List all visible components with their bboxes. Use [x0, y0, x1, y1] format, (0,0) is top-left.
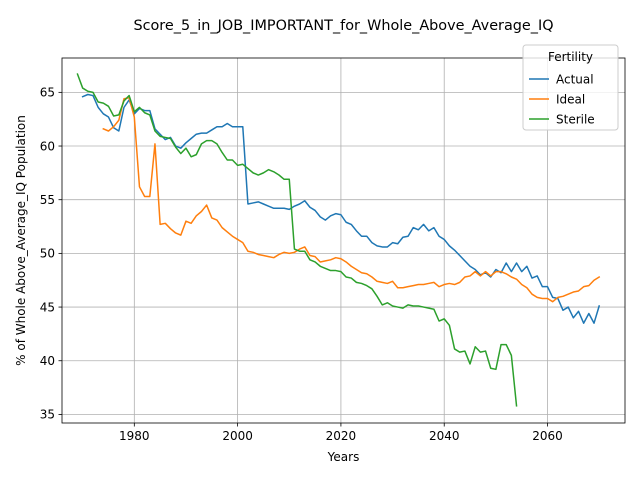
x-tick-label: 2060	[532, 429, 563, 443]
y-tick-label: 65	[40, 86, 55, 100]
y-tick-label: 35	[40, 408, 55, 422]
plot-frame	[61, 57, 626, 424]
series-line-ideal	[102, 96, 601, 303]
legend-title: Fertility	[548, 50, 593, 64]
series-line-sterile	[76, 73, 518, 407]
y-tick-label: 55	[40, 193, 55, 207]
y-tick-label: 60	[40, 139, 55, 153]
y-tick-label: 50	[40, 247, 55, 261]
y-tick-label: 40	[40, 354, 55, 368]
chart-title: Score_5_in_JOB_IMPORTANT_for_Whole_Above…	[133, 18, 553, 34]
series-lines	[76, 73, 601, 407]
legend-label-sterile: Sterile	[556, 112, 595, 126]
x-axis-ticks: 1980 2000 2020 2040 2060	[119, 423, 563, 443]
x-tick-label: 2020	[326, 429, 357, 443]
legend-items: Actual Ideal Sterile	[529, 72, 595, 126]
x-axis-title: Years	[327, 450, 360, 464]
x-tick-label: 2000	[222, 429, 253, 443]
legend-label-ideal: Ideal	[556, 92, 585, 106]
y-axis-title: % of Whole Above_Average_IQ Population	[14, 115, 28, 366]
legend-frame	[522, 44, 619, 131]
y-tick-label: 45	[40, 300, 55, 314]
legend: Fertility Actual Ideal Sterile	[522, 44, 619, 131]
y-axis-ticks: 35 40 45 50 55 60 65	[40, 86, 62, 422]
x-tick-label: 2040	[429, 429, 460, 443]
legend-label-actual: Actual	[556, 72, 594, 86]
x-tick-label: 1980	[119, 429, 150, 443]
